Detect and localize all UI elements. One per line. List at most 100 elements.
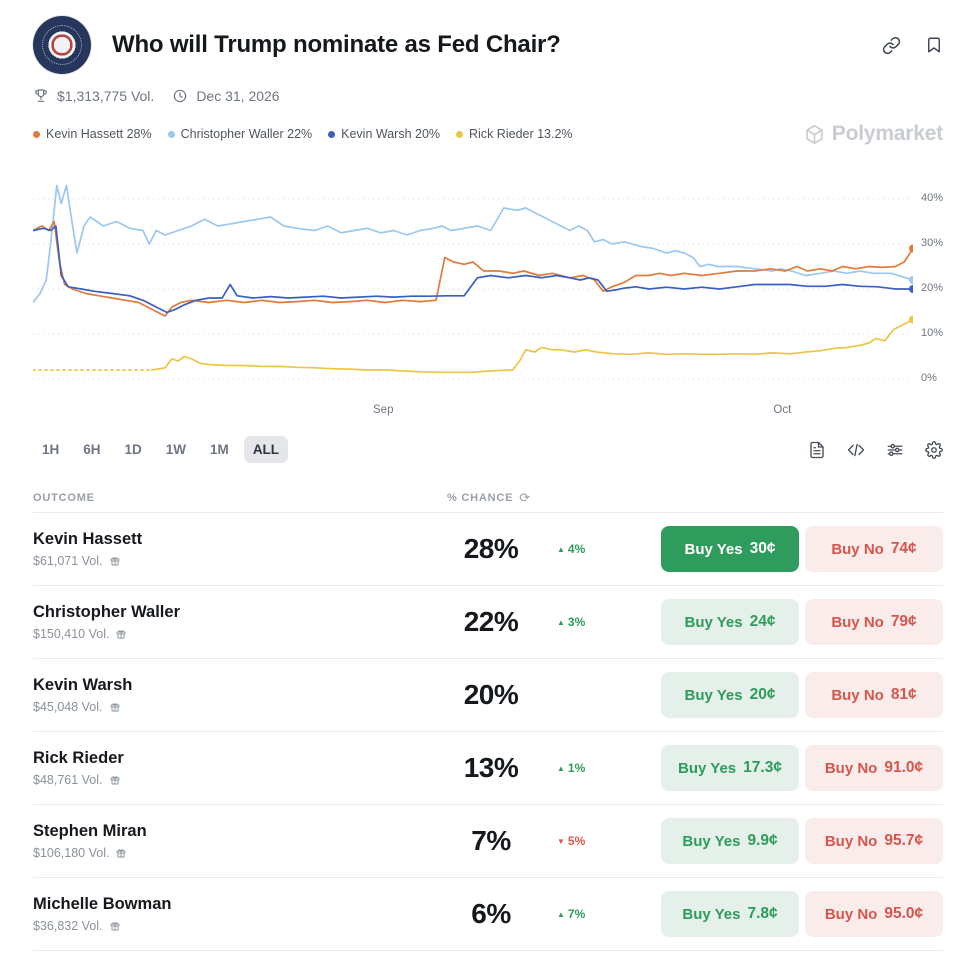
- gift-icon: [117, 630, 126, 639]
- gift-icon: [110, 922, 119, 931]
- refresh-icon[interactable]: ⟳: [519, 489, 531, 505]
- buy-yes-label: Buy Yes: [684, 540, 743, 558]
- trade-buttons: Buy Yes 20¢ Buy No 81¢: [661, 672, 943, 718]
- trade-buttons: Buy Yes 30¢ Buy No 74¢: [661, 526, 943, 572]
- gift-icon: [117, 849, 126, 858]
- volume-total: $1,313,775 Vol.: [57, 88, 155, 104]
- outcome-name[interactable]: Kevin Hassett: [33, 530, 143, 548]
- buy-no-price: 81¢: [890, 686, 917, 703]
- outcome-row: Michelle Bowman $36,832 Vol. 6% ▲ 7% Buy Yes 7…: [33, 878, 943, 951]
- outcome-cell: Stephen Miran $106,180 Vol.: [33, 822, 431, 860]
- sliders-icon[interactable]: [886, 441, 904, 459]
- arrow-down-icon: ▼: [557, 837, 565, 846]
- buy-yes-button[interactable]: Buy Yes 7.8¢: [661, 891, 799, 937]
- outcome-cell: Christopher Waller $150,410 Vol.: [33, 603, 431, 641]
- y-tick-label: 20%: [921, 282, 944, 294]
- chance-value: 20%: [463, 679, 519, 710]
- buy-no-button[interactable]: Buy No 74¢: [805, 526, 943, 572]
- timeframe-1w[interactable]: 1W: [165, 442, 187, 457]
- buy-yes-price: 24¢: [749, 613, 776, 630]
- buy-yes-button[interactable]: Buy Yes 30¢: [661, 526, 799, 572]
- trade-buttons: Buy Yes 24¢ Buy No 79¢: [661, 599, 943, 645]
- embed-code-icon[interactable]: [847, 441, 865, 459]
- buy-yes-label: Buy Yes: [682, 905, 741, 923]
- buy-yes-button[interactable]: Buy Yes 9.9¢: [661, 818, 799, 864]
- outcome-name[interactable]: Stephen Miran: [33, 822, 147, 840]
- gear-icon[interactable]: [925, 440, 943, 459]
- legend-item: Kevin Hassett 28%: [33, 127, 152, 141]
- chance-cell: 6% ▲ 7%: [431, 898, 617, 930]
- timeframe-1h[interactable]: 1H: [42, 442, 60, 457]
- buy-no-price: 95.7¢: [884, 832, 924, 849]
- y-tick-label: 10%: [921, 327, 944, 339]
- buy-no-label: Buy No: [824, 832, 878, 850]
- outcome-name[interactable]: Christopher Waller: [33, 603, 180, 621]
- outcome-volume: $45,048 Vol.: [33, 700, 103, 714]
- buy-no-button[interactable]: Buy No 95.0¢: [805, 891, 943, 937]
- buy-no-button[interactable]: Buy No 91.0¢: [805, 745, 943, 791]
- chance-cell: 20%: [431, 679, 617, 711]
- buy-no-price: 79¢: [890, 613, 917, 630]
- trade-buttons: Buy Yes 9.9¢ Buy No 95.7¢: [661, 818, 943, 864]
- legend-item: Rick Rieder 13.2%: [456, 127, 573, 141]
- chance-cell: 7% ▼ 5%: [431, 825, 617, 857]
- outcome-volume: $106,180 Vol.: [33, 846, 110, 860]
- outcome-name[interactable]: Rick Rieder: [33, 749, 124, 767]
- buy-no-button[interactable]: Buy No 79¢: [805, 599, 943, 645]
- chance-column-header: % CHANCE: [447, 491, 514, 504]
- outcome-row: Rick Rieder $48,761 Vol. 13% ▲ 1% Buy Yes 17.3…: [33, 732, 943, 805]
- outcome-name[interactable]: Kevin Warsh: [33, 676, 133, 694]
- chance-cell: 13% ▲ 1%: [431, 752, 617, 784]
- chance-delta: ▲ 1%: [557, 761, 586, 775]
- chance-value: 13%: [463, 752, 519, 783]
- chance-delta: ▼ 5%: [557, 834, 586, 848]
- buy-yes-button[interactable]: Buy Yes 24¢: [661, 599, 799, 645]
- buy-no-label: Buy No: [831, 613, 884, 631]
- polymarket-logo-icon: [805, 124, 823, 144]
- market-icon: [33, 16, 91, 74]
- outcome-volume: $150,410 Vol.: [33, 627, 110, 641]
- chance-cell: 28% ▲ 4%: [431, 533, 617, 565]
- buy-yes-label: Buy Yes: [678, 759, 737, 777]
- buy-no-button[interactable]: Buy No 81¢: [805, 672, 943, 718]
- timeframe-6h[interactable]: 6H: [83, 442, 101, 457]
- timeframe-1m[interactable]: 1M: [210, 442, 229, 457]
- outcome-row: Stephen Miran $106,180 Vol. 7% ▼ 5% Buy Yes 9.…: [33, 805, 943, 878]
- chance-cell: 22% ▲ 3%: [431, 606, 617, 638]
- polymarket-watermark: Polymarket: [804, 122, 943, 146]
- chance-delta: ▲ 3%: [557, 615, 586, 629]
- arrow-up-icon: ▲: [557, 618, 565, 627]
- buy-yes-button[interactable]: Buy Yes 20¢: [661, 672, 799, 718]
- chance-delta: ▲ 4%: [557, 542, 586, 556]
- chart-canvas[interactable]: [33, 170, 913, 398]
- link-icon[interactable]: [882, 36, 901, 55]
- outcome-name[interactable]: Michelle Bowman: [33, 895, 172, 913]
- legend-dot-icon: [167, 130, 175, 138]
- legend-dot-icon: [328, 130, 336, 138]
- buy-yes-label: Buy Yes: [682, 832, 741, 850]
- buy-no-price: 91.0¢: [884, 759, 924, 776]
- series-end-dot: [909, 315, 913, 324]
- trade-buttons: Buy Yes 17.3¢ Buy No 91.0¢: [661, 745, 943, 791]
- legend-label: Kevin Warsh 20%: [341, 127, 441, 141]
- market-meta: $1,313,775 Vol. Dec 31, 2026: [33, 88, 943, 104]
- timeframe-all[interactable]: ALL: [243, 436, 289, 463]
- market-header: Who will Trump nominate as Fed Chair?: [33, 16, 943, 74]
- buy-no-button[interactable]: Buy No 95.7¢: [805, 818, 943, 864]
- outcome-cell: Michelle Bowman $36,832 Vol.: [33, 895, 431, 933]
- timeframe-1d[interactable]: 1D: [124, 442, 142, 457]
- outcome-cell: Kevin Warsh $45,048 Vol.: [33, 676, 431, 714]
- buy-yes-button[interactable]: Buy Yes 17.3¢: [661, 745, 799, 791]
- y-tick-label: 40%: [921, 192, 944, 204]
- outcome-volume: $36,832 Vol.: [33, 919, 103, 933]
- news-icon[interactable]: [808, 441, 826, 459]
- gift-icon: [110, 557, 119, 566]
- trophy-icon: [35, 89, 47, 102]
- arrow-up-icon: ▲: [557, 910, 565, 919]
- arrow-up-icon: ▲: [557, 545, 565, 554]
- series-line: [33, 184, 913, 304]
- bookmark-icon[interactable]: [925, 36, 943, 54]
- price-chart[interactable]: 40% 30% 20% 10% 0% Sep Oct: [33, 170, 943, 428]
- outcome-volume: $61,071 Vol.: [33, 554, 103, 568]
